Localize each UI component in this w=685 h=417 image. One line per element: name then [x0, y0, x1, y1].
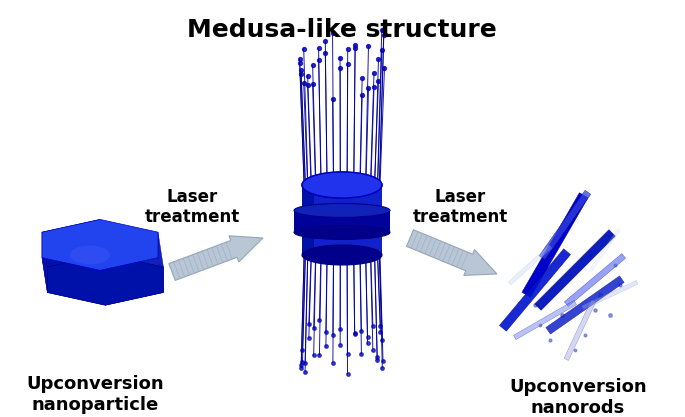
Ellipse shape [302, 172, 382, 198]
Bar [294, 211, 390, 232]
Bar [564, 254, 625, 306]
Text: Laser
treatment: Laser treatment [145, 188, 240, 226]
Text: Medusa-like structure: Medusa-like structure [187, 18, 497, 42]
Ellipse shape [302, 245, 382, 265]
Text: Laser
treatment: Laser treatment [412, 188, 508, 226]
Bar [539, 190, 590, 260]
Bar [514, 300, 577, 340]
Polygon shape [47, 254, 164, 305]
Polygon shape [42, 219, 105, 267]
Polygon shape [42, 258, 105, 305]
Bar [508, 245, 552, 285]
Polygon shape [169, 236, 263, 280]
Text: Upconversion
nanorods: Upconversion nanorods [509, 378, 647, 417]
Bar [522, 193, 588, 297]
Bar [294, 211, 390, 232]
Polygon shape [42, 232, 47, 292]
Ellipse shape [294, 226, 390, 239]
Ellipse shape [70, 246, 110, 264]
Bar [535, 230, 615, 310]
Ellipse shape [302, 172, 382, 198]
Polygon shape [158, 232, 164, 292]
Text: Upconversion
nanoparticle: Upconversion nanoparticle [26, 375, 164, 414]
Bar [582, 281, 638, 309]
Bar [499, 249, 571, 331]
Polygon shape [302, 185, 314, 255]
Polygon shape [407, 230, 497, 275]
Bar [546, 276, 624, 334]
Bar [589, 229, 621, 271]
Polygon shape [42, 219, 158, 270]
Ellipse shape [294, 203, 390, 217]
Bar [302, 185, 382, 255]
Polygon shape [100, 258, 164, 305]
Bar [564, 299, 596, 361]
